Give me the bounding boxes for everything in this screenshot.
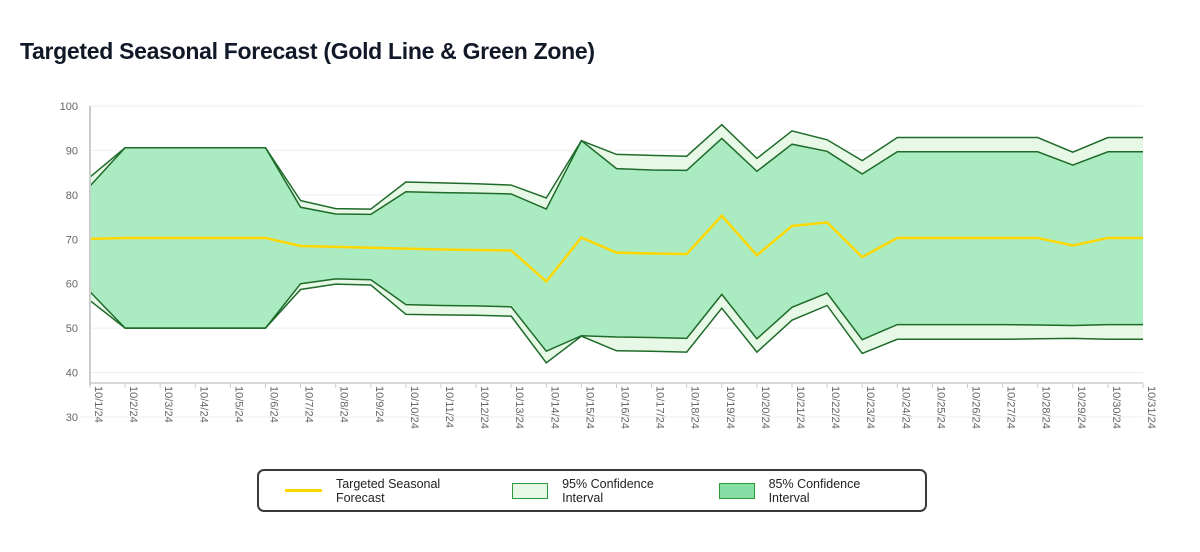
x-tick-label: 10/2/24 xyxy=(127,386,139,423)
y-tick-label: 100 xyxy=(60,101,78,113)
y-tick-label: 70 xyxy=(66,234,78,246)
x-tick-label: 10/29/24 xyxy=(1075,386,1087,429)
legend: Targeted Seasonal Forecast 95% Confidenc… xyxy=(257,469,927,512)
confidence-bands xyxy=(89,123,1143,364)
y-tick-label: 90 xyxy=(66,145,78,157)
x-tick-label: 10/7/24 xyxy=(303,386,315,423)
chart-title: Targeted Seasonal Forecast (Gold Line & … xyxy=(20,38,595,64)
legend-label-forecast: Targeted Seasonal Forecast xyxy=(335,476,441,505)
x-tick-label: 10/26/24 xyxy=(970,386,982,429)
x-tick-label: 10/27/24 xyxy=(1005,386,1017,429)
x-tick-label: 10/9/24 xyxy=(373,386,385,423)
ci85-upper-line xyxy=(89,137,1143,216)
x-tick-label: 10/31/24 xyxy=(1145,386,1157,429)
y-tick-label: 60 xyxy=(66,279,78,291)
x-tick-label: 10/5/24 xyxy=(232,386,244,423)
x-tick-label: 10/18/24 xyxy=(689,386,701,429)
y-tick-label: 40 xyxy=(66,368,78,380)
legend-item-ci95[interactable]: 95% Confidence Interval xyxy=(512,477,694,505)
y-tick-label: 50 xyxy=(66,323,78,335)
legend-label-ci85: 85% Confidence Interval xyxy=(768,476,861,505)
ci85-lower-line xyxy=(89,278,1143,353)
x-tick-label: 10/10/24 xyxy=(408,386,420,429)
x-tick-label: 10/15/24 xyxy=(583,386,595,429)
x-tick-label: 10/21/24 xyxy=(794,386,806,429)
ci85-band xyxy=(90,138,1143,352)
x-tick-label: 10/30/24 xyxy=(1110,386,1122,429)
x-tick-label: 10/3/24 xyxy=(162,386,174,423)
legend-swatch-ci95 xyxy=(512,482,549,499)
x-tick-label: 10/1/24 xyxy=(92,386,104,423)
forecast-line xyxy=(89,213,1143,284)
x-tick-label: 10/11/24 xyxy=(443,386,455,428)
legend-item-ci85[interactable]: 85% Confidence Interval xyxy=(718,476,901,505)
x-tick-label: 10/24/24 xyxy=(899,386,911,429)
x-tick-label: 10/8/24 xyxy=(338,386,350,423)
x-tick-label: 10/22/24 xyxy=(829,386,841,429)
x-tick-label: 10/25/24 xyxy=(934,386,946,429)
y-tick-label: 30 xyxy=(66,412,78,424)
y-tick-label: 80 xyxy=(66,190,78,202)
legend-item-forecast[interactable]: Targeted Seasonal Forecast xyxy=(285,477,488,505)
x-tick-label: 10/20/24 xyxy=(759,386,771,429)
legend-swatch-forecast xyxy=(285,489,322,492)
x-tick-label: 10/14/24 xyxy=(548,386,560,429)
x-tick-label: 10/23/24 xyxy=(864,386,876,429)
x-tick-label: 10/6/24 xyxy=(268,386,280,423)
x-tick-label: 10/13/24 xyxy=(513,386,525,429)
x-axis-ticks: 10/1/24 10/2/24 10/3/24 10/4/24 10/5/24 10/6/… xyxy=(89,383,1157,429)
x-tick-label: 10/16/24 xyxy=(619,386,631,429)
forecast-series xyxy=(89,213,1143,284)
x-tick-label: 10/4/24 xyxy=(197,386,209,423)
x-tick-label: 10/28/24 xyxy=(1040,386,1052,429)
legend-swatch-ci85 xyxy=(718,482,755,499)
x-tick-label: 10/19/24 xyxy=(724,386,736,429)
legend-label-ci95: 95% Confidence Interval xyxy=(562,476,654,505)
y-axis-ticks: 30 40 50 60 70 80 90 100 xyxy=(60,101,78,424)
x-tick-label: 10/12/24 xyxy=(478,386,490,429)
x-tick-label: 10/17/24 xyxy=(654,386,666,429)
